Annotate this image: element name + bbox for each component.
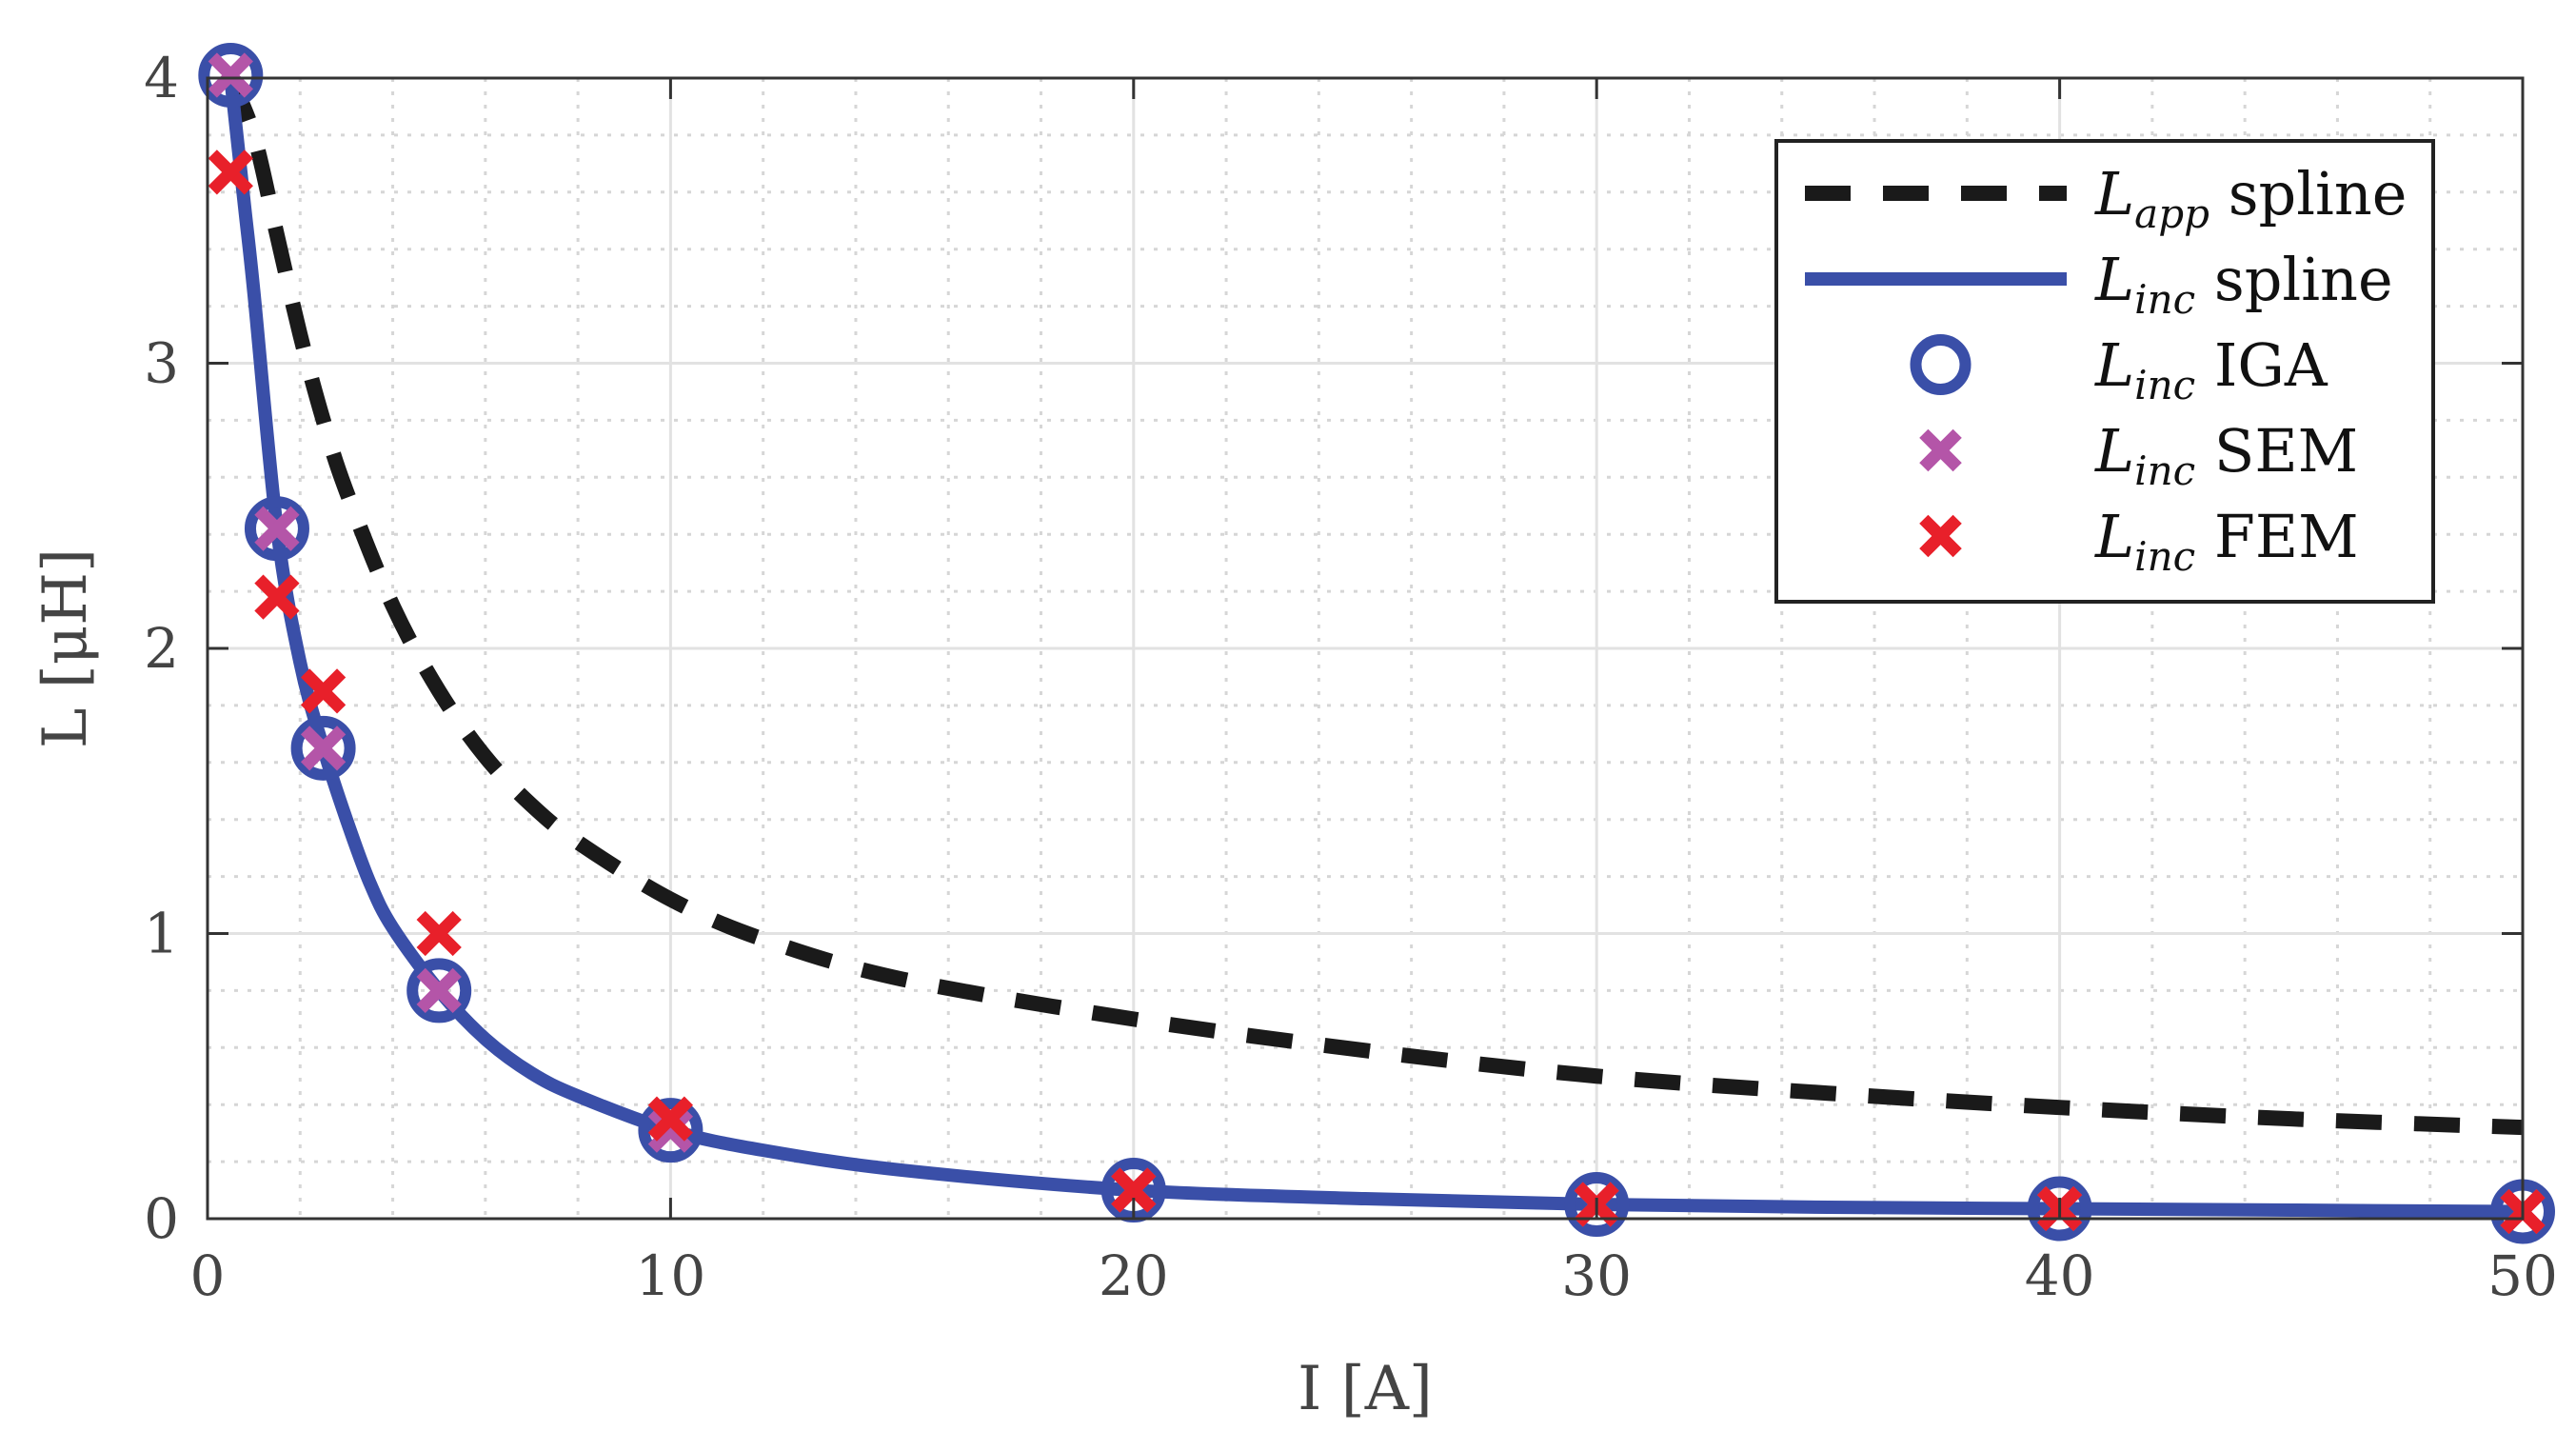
data-point-l-inc-fem (416, 910, 462, 957)
legend-label-l-inc-spline: Linc spline (2094, 245, 2393, 323)
data-point-l-inc-iga (1564, 1172, 1630, 1238)
data-point-l-inc-sem-stroke-b (416, 967, 462, 1014)
legend-item-l-inc-sem: Linc SEM (1919, 416, 2358, 494)
x-tick-label: 20 (1099, 1243, 1169, 1308)
data-point-l-inc-sem (416, 967, 462, 1014)
y-axis-label: L [μH] (30, 548, 101, 748)
data-point-l-inc-fem-stroke-b (300, 668, 347, 714)
x-tick-label: 10 (635, 1243, 705, 1308)
legend-item-l-app-spline: Lapp spline (1805, 159, 2407, 237)
legend-item-l-inc-iga: Linc IGA (1910, 330, 2328, 408)
data-point-l-inc-iga (406, 958, 472, 1024)
y-tick-label: 0 (144, 1186, 179, 1251)
data-point-l-inc-iga (2027, 1176, 2092, 1242)
data-point-l-inc-fem (254, 574, 300, 620)
data-point-l-inc-fem-stroke-b (1111, 1167, 1157, 1213)
data-point-l-inc-fem (1111, 1167, 1157, 1213)
x-axis-label: I [A] (1298, 1354, 1433, 1424)
legend-swatch-l-inc-fem (1919, 514, 1962, 558)
data-point-l-inc-fem-stroke-b (254, 574, 300, 620)
data-point-l-inc-sem-stroke-b (300, 726, 347, 771)
legend-swatch-l-inc-sem-stroke-b (1919, 428, 1962, 472)
data-point-l-inc-sem-stroke-b (647, 1107, 694, 1153)
legend-swatch-l-inc-iga (1910, 334, 1972, 395)
data-point-l-inc-sem-stroke-b (208, 52, 253, 98)
data-point-l-inc-sem (647, 1107, 694, 1153)
legend-label-l-inc-fem: Linc FEM (2094, 502, 2359, 580)
legend-label-l-inc-sem: Linc SEM (2094, 416, 2358, 494)
data-point-l-inc-sem (254, 506, 300, 551)
series-layer (198, 43, 2555, 1244)
series-line-l-app-spline (223, 74, 2524, 1136)
axes (206, 76, 2525, 1221)
tick-labels: 0 10 20 30 40 50 0 1 2 3 4 (144, 46, 2558, 1308)
data-point-l-inc-sem (300, 726, 347, 771)
legend-label-l-inc-iga: Linc IGA (2094, 330, 2328, 408)
data-point-l-inc-fem-stroke-b (208, 149, 253, 195)
y-tick-label: 4 (144, 46, 179, 110)
x-tick-label: 0 (190, 1243, 226, 1308)
x-tick-label: 30 (1561, 1243, 1632, 1308)
y-tick-label: 2 (144, 616, 179, 681)
data-point-l-inc-sem (208, 52, 253, 98)
x-tick-label: 40 (2025, 1243, 2095, 1308)
data-point-l-inc-iga (198, 43, 264, 109)
legend-swatch-l-inc-sem (1919, 428, 1962, 472)
x-tick-label: 50 (2487, 1243, 2558, 1308)
data-point-l-inc-fem (300, 668, 347, 714)
data-point-l-inc-iga (290, 715, 356, 781)
y-tick-label: 3 (144, 331, 179, 396)
data-point-l-inc-iga (244, 496, 309, 562)
legend-box (1774, 139, 2435, 604)
data-point-l-inc-sem-stroke-b (254, 506, 300, 551)
legend-item-l-inc-fem: Linc FEM (1919, 502, 2359, 580)
data-point-l-inc-fem (208, 149, 253, 195)
legend-item-l-inc-spline: Linc spline (1805, 245, 2393, 323)
data-point-l-inc-fem (647, 1096, 694, 1142)
data-point-l-inc-fem-stroke-b (416, 910, 462, 957)
legend-swatch-l-inc-fem-stroke-b (1919, 514, 1962, 558)
legend-label-l-app-spline: Lapp spline (2094, 159, 2407, 237)
data-point-l-inc-iga (638, 1098, 703, 1163)
data-point-l-inc-fem-stroke-b (647, 1096, 694, 1142)
y-tick-label: 1 (144, 902, 179, 966)
